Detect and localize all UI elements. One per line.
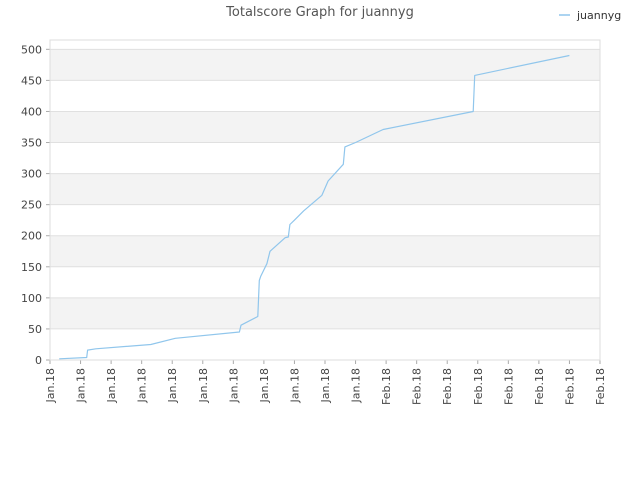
y-tick-label: 450 <box>21 74 42 87</box>
series-line-juannyg <box>59 54 570 360</box>
plot-area <box>49 39 601 361</box>
x-tick-label: Feb.18 <box>472 368 485 405</box>
y-tick-label: 300 <box>21 168 42 181</box>
y-tick-label: 150 <box>21 261 42 274</box>
x-tick-label: Jan.18 <box>105 368 118 403</box>
x-tick-label: Jan.18 <box>288 368 301 403</box>
chart-title: Totalscore Graph for juannyg <box>225 5 414 20</box>
x-tick-label: Jan.18 <box>258 368 271 403</box>
legend-label: juannyg <box>576 9 621 22</box>
grid-bands <box>50 49 600 329</box>
x-axis: Jan.18 Jan.18 Jan.18 Jan.18 Jan.18 Jan.18 Jan.… <box>44 360 607 405</box>
x-tick-label: Feb.18 <box>411 368 424 405</box>
y-tick-label: 200 <box>21 230 42 243</box>
grid-band <box>50 111 600 143</box>
y-tick-label: 250 <box>21 199 42 212</box>
x-tick-label: Feb.18 <box>533 368 546 405</box>
x-tick-label: Feb.18 <box>380 368 393 405</box>
y-axis: 0 50 100 150 200 250 300 350 400 450 500 <box>21 43 50 367</box>
x-tick-label: Feb.18 <box>441 368 454 405</box>
x-tick-label: Jan.18 <box>227 368 240 403</box>
x-tick-label: Feb.18 <box>502 368 515 405</box>
y-tick-label: 400 <box>21 105 42 118</box>
grid-band <box>50 49 600 81</box>
x-tick-label: Jan.18 <box>319 368 332 403</box>
x-tick-label: Jan.18 <box>197 368 210 403</box>
x-tick-label: Jan.18 <box>166 368 179 403</box>
y-tick-label: 500 <box>21 43 42 56</box>
grid-band <box>50 235 600 267</box>
x-tick-label: Jan.18 <box>44 368 57 403</box>
x-tick-label: Jan.18 <box>75 368 88 403</box>
x-tick-label: Jan.18 <box>350 368 363 403</box>
grid-band <box>50 297 600 329</box>
x-tick-label: Feb.18 <box>563 368 576 405</box>
series-layer <box>59 54 570 360</box>
x-tick-label: Feb.18 <box>594 368 607 405</box>
y-tick-label: 350 <box>21 137 42 150</box>
y-tick-label: 0 <box>35 354 42 367</box>
y-tick-label: 50 <box>28 323 42 336</box>
y-tick-label: 100 <box>21 292 42 305</box>
x-tick-label: Jan.18 <box>136 368 149 403</box>
legend: juannyg <box>559 9 621 22</box>
